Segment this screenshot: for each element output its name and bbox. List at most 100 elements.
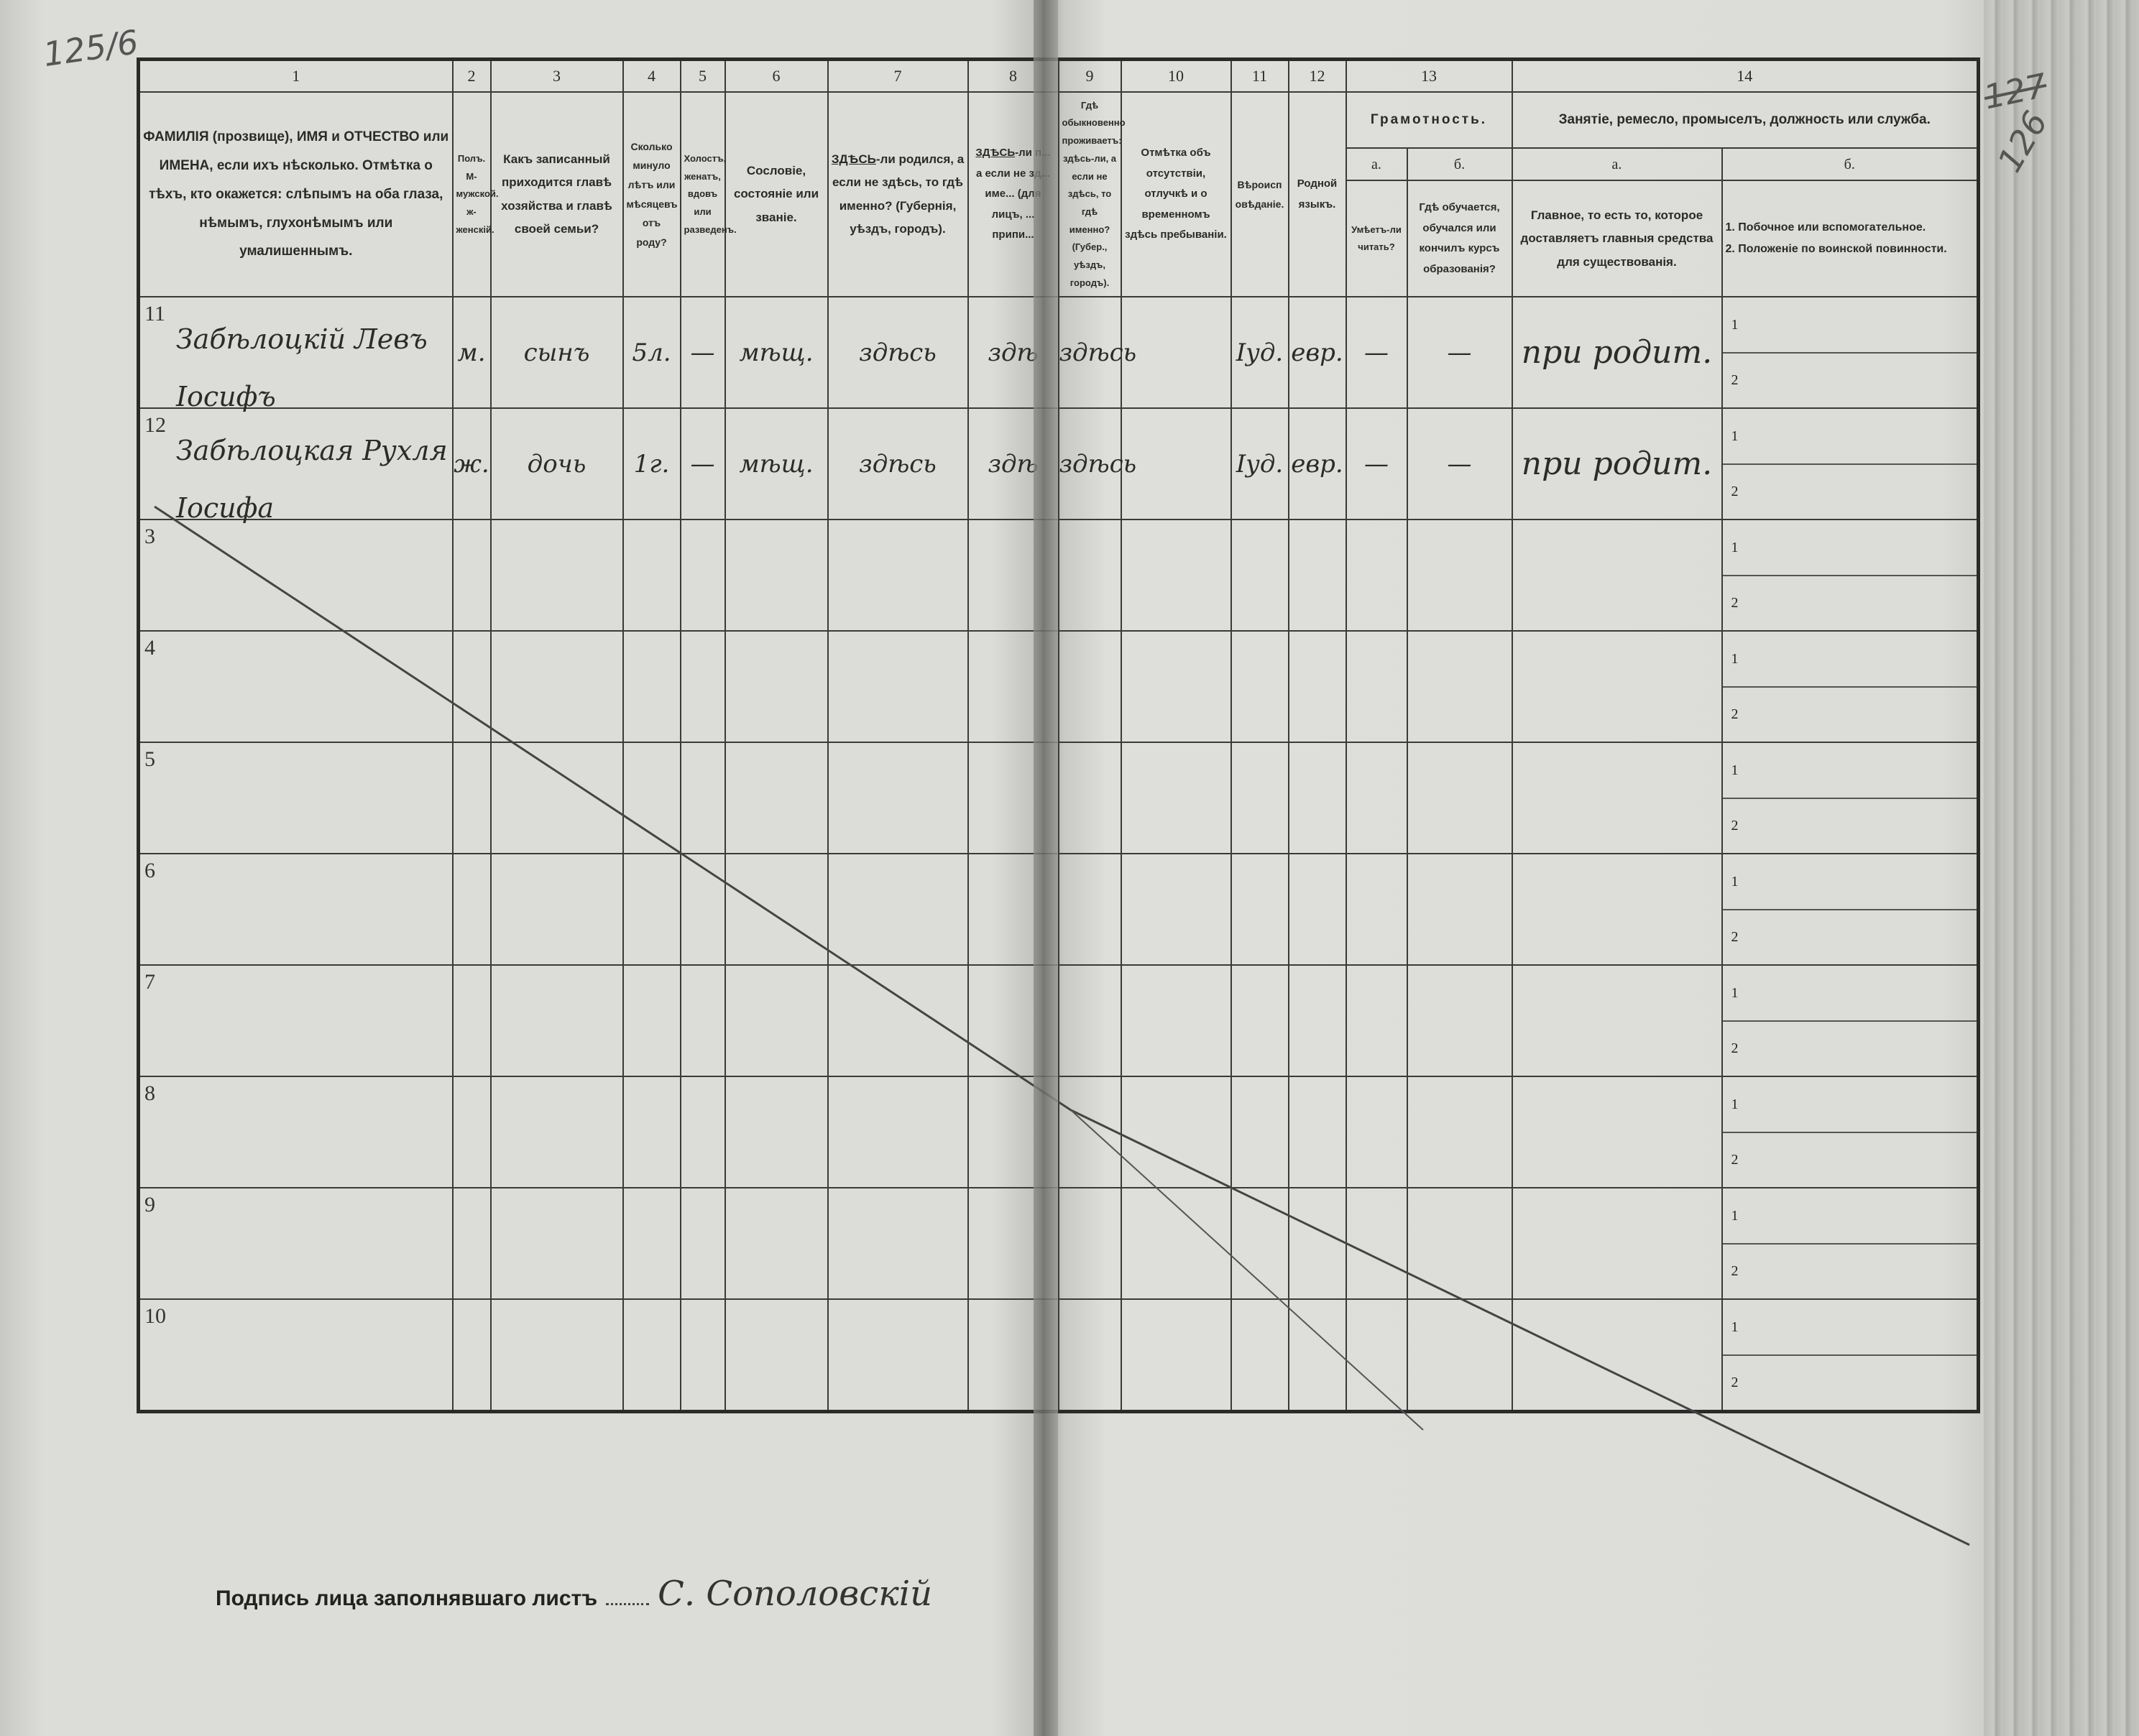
header-religion: Вѣроисповѣданіе. [1230,91,1289,298]
row-number: 11 [144,302,165,326]
cell-absence [1120,519,1232,632]
cell-age: 5л. [622,296,681,410]
row-number: 7 [144,970,155,994]
surname-name: Забѣлоцкая Рухля [176,435,448,467]
cell-sex [451,1298,492,1413]
value-sex: м. [457,338,486,367]
cell-language: евр. [1287,296,1347,410]
cell-marital: — [679,296,726,410]
signature-dots [606,1603,650,1605]
cell-marital [679,1298,726,1413]
cell-residence [1057,1298,1122,1413]
cell-relation [489,1076,624,1189]
cell-name: 12 Забѣлоцкая Рухля Іосифа [137,407,454,524]
cell-religion [1230,1187,1289,1301]
subrow-1: 1 [1731,1319,1739,1335]
header-name: ФАМИЛІЯ (прозвище), ИМЯ и ОТЧЕСТВО или И… [137,91,454,298]
value-age: 1г. [633,449,670,479]
header-relation: Какъ записанный приходится главѣ хозяйст… [489,91,624,298]
header-literacy: Грамотность. [1345,91,1513,149]
col-number: 12 [1287,58,1347,93]
cell-residence [1057,1187,1122,1301]
census-form-table: 1 2 3 4 5 6 7 8 9 10 11 12 13 14 ФАМИЛІЯ… [137,57,1980,1414]
subrow-2: 2 [1722,685,1977,742]
col-number: 14 [1511,58,1979,93]
header-occupation-b: б. [1721,147,1979,182]
cell-age: 1г. [622,407,681,521]
subrow-2: 2 [1722,1242,1977,1299]
value-birthplace: здѣсь [859,449,937,479]
header-can-read: Умѣетъ-ли читать? [1345,180,1408,298]
col-number: 3 [489,58,624,93]
cell-estate [724,519,829,632]
cell-residence [1057,630,1122,744]
cell-name: 8 [137,1076,454,1189]
cell-name: 11 Забѣлоцкій Левъ Іосифъ [137,296,454,412]
cell-occupation [1511,1076,1723,1189]
row-number: 12 [144,413,166,438]
header-education: Гдѣ обучается, обучался или кончилъ курс… [1406,180,1513,298]
value-relation: сынъ [523,338,590,367]
cell-residence [1057,519,1122,632]
cell-education: — [1406,407,1513,521]
cell-relation [489,1298,624,1413]
value-marital: — [690,338,715,367]
cell-occupation: при родит. [1511,296,1723,410]
cell-language [1287,1187,1347,1301]
cell-estate [724,1076,829,1189]
value-estate: мѣщ. [739,338,814,367]
col-number: 9 [1057,58,1122,93]
cell-age [622,1076,681,1189]
cell-absence [1120,630,1232,744]
value-birthplace: здѣсь [859,338,937,367]
cell-estate [724,1298,829,1413]
cell-residence: здѣсь [1057,296,1136,410]
cell-marital: — [679,407,726,521]
cell-age [622,519,681,632]
cell-religion [1230,519,1289,632]
header-language: Родной языкъ. [1287,91,1347,298]
cell-birthplace: здѣсь [827,407,969,521]
cell-education [1406,1298,1513,1413]
cell-relation [489,1187,624,1301]
cell-literate [1345,964,1408,1078]
table-header: 1 2 3 4 5 6 7 8 9 10 11 12 13 14 ФАМИЛІЯ… [137,58,1979,298]
cell-education [1406,853,1513,966]
cell-occupation [1511,1298,1723,1413]
subrow-2: 2 [1722,1131,1977,1188]
header-main-occupation: Главное, то есть то, которое доставляетъ… [1511,180,1723,298]
header-emphasis: ЗДѢСЬ [975,147,1016,160]
cell-religion: Іуд. [1230,407,1289,521]
row-number: 5 [144,747,155,772]
subrow-2: 2 [1722,797,1977,854]
cell-estate: мѣщ. [724,296,829,410]
cell-estate [724,853,829,966]
cell-literate [1345,519,1408,632]
cell-education [1406,519,1513,632]
cell-sex [451,964,492,1078]
row-number: 8 [144,1081,155,1106]
cell-education [1406,630,1513,744]
header-sex: Полъ. М-мужской. ж-женскій. [451,91,499,298]
subrow-2: 2 [1722,1020,1977,1076]
subrow-1: 1 [1731,762,1739,778]
cell-sex [451,742,492,855]
book-fold [1034,0,1058,1736]
table-row: 12 Забѣлоцкая Рухля Іосифа ж. дочь 1г. — мѣщ. зд… [137,407,1979,524]
col-number: 7 [827,58,969,93]
table-row: 11 Забѣлоцкій Левъ Іосифъ м. сынъ 5л. — мѣщ. здѣ… [137,296,1979,412]
cell-education: — [1406,296,1513,410]
cell-residence [1057,742,1122,855]
cell-education [1406,964,1513,1078]
cell-marital [679,519,726,632]
cell-education [1406,1076,1513,1189]
cell-language [1287,742,1347,855]
cell-relation: дочь [489,407,624,521]
cell-occupation [1511,742,1723,855]
subrow-1: 1 [1731,1207,1739,1224]
cell-literate [1345,1076,1408,1189]
